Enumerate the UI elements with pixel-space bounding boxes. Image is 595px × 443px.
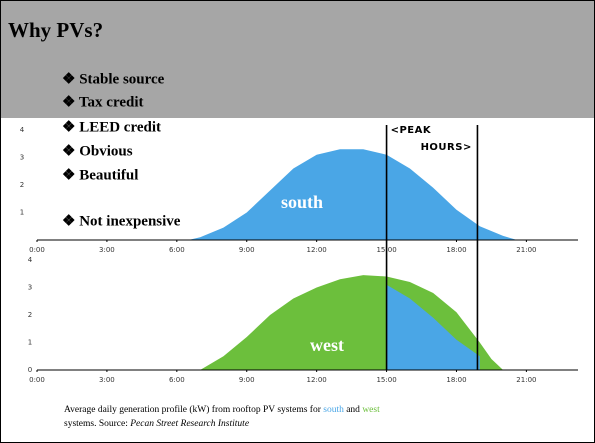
title: Why PVs? — [8, 18, 103, 42]
header-band — [0, 0, 595, 118]
series-label: west — [310, 335, 344, 355]
caption-text: Average daily generation profile (kW) fr… — [64, 404, 322, 415]
y-tick-label: 0 — [28, 366, 32, 374]
peak-label: HOURS> — [421, 142, 472, 153]
caption-south: south — [323, 405, 344, 415]
series-label: south — [281, 192, 323, 212]
x-tick-label: 9:00 — [239, 376, 255, 384]
y-tick-label: 2 — [20, 181, 24, 189]
y-tick-label: 4 — [20, 126, 25, 134]
y-tick-label: 1 — [20, 209, 24, 217]
x-tick-label: 21:00 — [516, 376, 536, 384]
bullets: ❖ Stable source ❖ Tax credit ❖ LEED credit… — [62, 71, 181, 229]
x-tick-label: 6:00 — [169, 376, 185, 384]
area — [188, 149, 518, 240]
x-tick-label: 6:00 — [169, 246, 185, 254]
x-tick-label: 0:00 — [29, 376, 45, 384]
caption: Average daily generation profile (kW) fr… — [64, 404, 380, 415]
caption-source: Pecan Street Research Institute — [129, 419, 249, 429]
x-tick-label: 12:00 — [307, 246, 327, 254]
caption-text: systems. Source: — [64, 419, 128, 429]
caption-west: west — [362, 405, 380, 415]
x-tick-label: 3:00 — [99, 246, 115, 254]
x-tick-label: 18:00 — [446, 376, 466, 384]
bullet: ❖ Stable source — [62, 71, 165, 87]
charts: 0:00 3:00 6:00 9:00 12:00 15:00 18:00 21:00 1 2 3 4… — [20, 125, 578, 384]
y-tick-label: 3 — [28, 284, 32, 292]
x-tick-label: 18:00 — [446, 246, 466, 254]
peak-label: <PEAK — [391, 125, 432, 136]
y-tick-label: 4 — [28, 256, 33, 264]
x-tick-label: 12:00 — [307, 376, 327, 384]
x-tick-label: 15:00 — [376, 376, 396, 384]
y-tick-label: 2 — [28, 311, 32, 319]
y-tick-label: 3 — [20, 154, 24, 162]
x-tick-label: 9:00 — [239, 246, 255, 254]
x-tick-label: 21:00 — [516, 246, 536, 254]
bullet: ❖ Not inexpensive — [62, 213, 181, 229]
caption-text: and — [346, 405, 360, 415]
x-tick-label: 0:00 — [29, 246, 45, 254]
bullet: ❖ LEED credit — [62, 119, 161, 135]
caption: systems. Source: Pecan Street Research I… — [64, 419, 249, 429]
y-tick-label: 1 — [28, 339, 32, 347]
bullet: ❖ Obvious — [62, 143, 133, 159]
area — [386, 284, 480, 370]
bullet: ❖ Beautiful — [62, 167, 138, 183]
bullet: ❖ Tax credit — [62, 94, 144, 110]
x-tick-label: 3:00 — [99, 376, 115, 384]
